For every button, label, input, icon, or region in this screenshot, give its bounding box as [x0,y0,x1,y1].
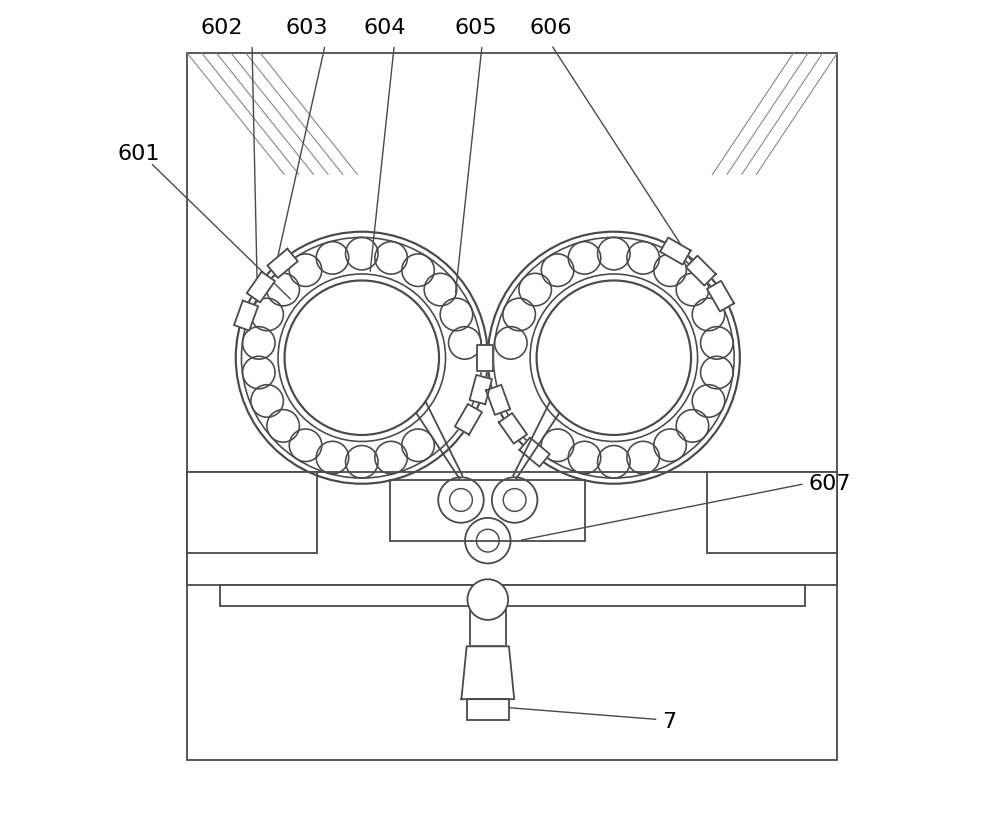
Text: 606: 606 [530,19,572,38]
Polygon shape [477,345,493,371]
Text: 604: 604 [363,19,406,38]
Bar [220,585,805,606]
Bar [187,53,837,760]
Text: 602: 602 [201,19,243,38]
Polygon shape [470,375,492,404]
Text: 601: 601 [118,145,160,164]
Bar [470,606,506,646]
Polygon shape [499,413,527,444]
Text: 7: 7 [663,712,677,732]
Polygon shape [461,646,514,699]
Bar [187,472,837,585]
Polygon shape [455,404,482,435]
Bar [707,472,837,553]
Bar [187,472,317,553]
Bar [390,480,585,541]
Polygon shape [660,237,691,264]
Text: 603: 603 [285,19,328,38]
Polygon shape [707,280,734,311]
Polygon shape [686,255,716,285]
Polygon shape [486,385,510,415]
Polygon shape [247,272,275,302]
Text: 607: 607 [809,474,851,493]
Circle shape [467,579,508,620]
Polygon shape [234,301,258,331]
Polygon shape [519,437,550,467]
Text: 605: 605 [454,19,497,38]
Bar [467,699,509,720]
Polygon shape [267,249,298,278]
